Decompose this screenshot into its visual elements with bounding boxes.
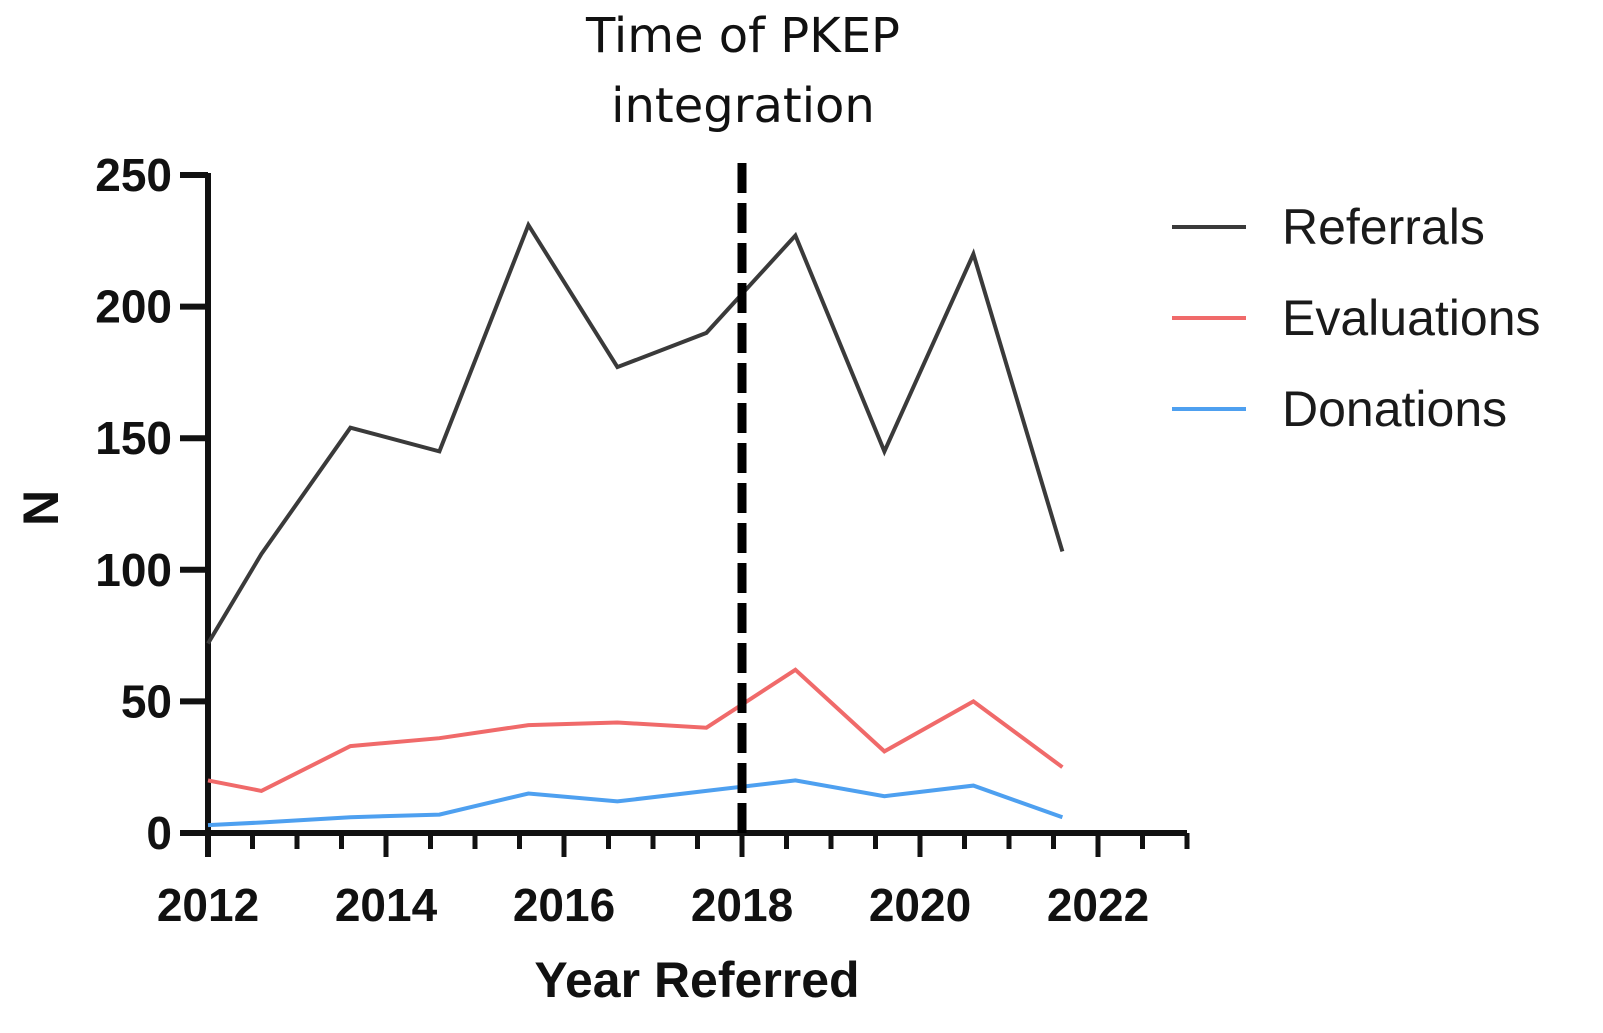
y-tick-label: 200 — [95, 281, 172, 333]
y-tick-label: 100 — [95, 544, 172, 596]
y-axis-title: N — [13, 490, 69, 526]
series-line-evaluations — [207, 667, 1064, 793]
x-tick-label: 2018 — [691, 879, 793, 931]
annotation: Time of PKEP integration — [585, 8, 900, 833]
x-axis-title: Year Referred — [534, 952, 859, 1008]
x-axis: 2012 2014 2016 2018 2020 2022 — [157, 830, 1190, 931]
legend-label-evaluations: Evaluations — [1282, 290, 1541, 346]
annotation-label-line1: Time of PKEP — [585, 8, 900, 64]
legend-label-referrals: Referrals — [1282, 199, 1485, 255]
y-tick-label: 150 — [95, 412, 172, 464]
series-lines — [206, 220, 1065, 828]
x-tick-label: 2012 — [157, 879, 259, 931]
annotation-label-line2: integration — [611, 78, 875, 134]
x-tick-label: 2020 — [869, 879, 971, 931]
y-axis: 0 50 100 150 200 250 — [95, 149, 211, 859]
legend-label-donations: Donations — [1282, 381, 1507, 437]
x-tick-label: 2022 — [1047, 879, 1149, 931]
y-tick-label: 0 — [146, 807, 172, 859]
x-tick-label: 2016 — [513, 879, 615, 931]
x-tick-label: 2014 — [335, 879, 438, 931]
y-tick-label: 50 — [121, 675, 172, 727]
legend: Referrals Evaluations Donations — [1172, 199, 1541, 437]
series-line-referrals — [206, 220, 1065, 645]
y-tick-label: 250 — [95, 149, 172, 201]
series-line-donations — [207, 778, 1064, 828]
